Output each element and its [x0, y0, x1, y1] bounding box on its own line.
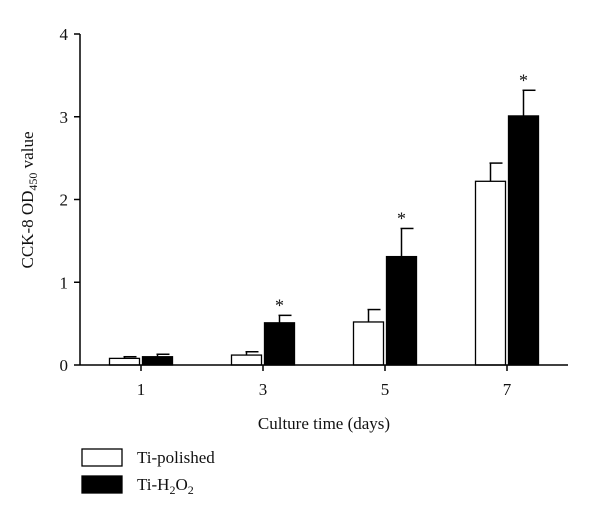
bar: [263, 322, 296, 366]
y-axis-title-subscript: 450: [26, 173, 40, 191]
bars-layer: [108, 89, 540, 366]
y-tick-label: 2: [60, 191, 69, 210]
legend-label: Ti-H2O2: [137, 475, 194, 497]
y-axis-title: CCK-8 OD450 value: [18, 132, 40, 269]
bar: [474, 180, 507, 366]
bar: [352, 321, 385, 366]
legend-label-subscript: 2: [169, 483, 175, 497]
significance-marker: *: [519, 70, 528, 90]
legend-swatch: [81, 475, 123, 494]
bar: [230, 354, 263, 366]
y-tick-label: 4: [60, 25, 69, 44]
legend-label: Ti-polished: [137, 448, 215, 467]
bar: [141, 356, 174, 366]
axes-layer: [74, 33, 568, 371]
x-axis-title: Culture time (days): [258, 414, 390, 433]
x-tick-label: 7: [503, 380, 512, 399]
y-axis-title-main: CCK-8 OD: [18, 191, 37, 269]
y-axis-title-tail: value: [18, 132, 37, 173]
labels-layer: 0 1 2 3 4 1 3 * 5 * 7 * Culture time (days) CCK-8 OD4…: [18, 25, 528, 433]
y-tick-label: 0: [60, 356, 69, 375]
bar: [507, 115, 540, 366]
significance-marker: *: [275, 295, 284, 315]
significance-marker: *: [397, 208, 406, 228]
legend-item: Ti-polished: [81, 448, 215, 467]
legend-label-text: Ti-H: [137, 475, 169, 494]
bar: [108, 357, 141, 366]
legend-label-text: Ti-polished: [137, 448, 215, 467]
legend-label-text: O: [175, 475, 187, 494]
y-tick-label: 3: [60, 108, 69, 127]
x-tick-label: 1: [137, 380, 146, 399]
bar: [385, 255, 418, 366]
x-tick-label: 3: [259, 380, 268, 399]
legend-label-subscript: 2: [188, 483, 194, 497]
y-tick-label: 1: [60, 273, 69, 292]
x-tick-label: 5: [381, 380, 390, 399]
legend-item: Ti-H2O2: [81, 475, 194, 497]
legend-swatch: [81, 448, 123, 467]
